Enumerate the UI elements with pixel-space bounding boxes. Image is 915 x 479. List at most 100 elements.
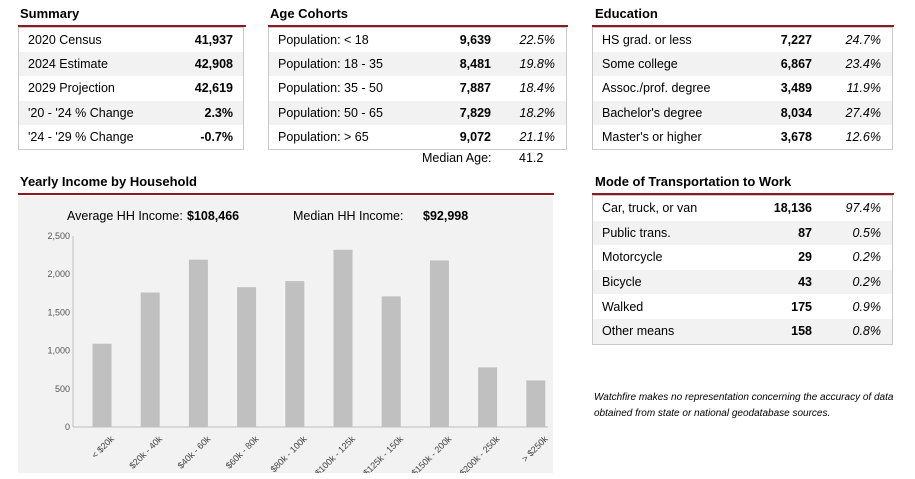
x-category-label: < $20k <box>90 434 117 461</box>
summary-row-value: 2.3% <box>204 105 234 120</box>
transport-row-percent: 0.8% <box>852 324 882 339</box>
x-category-label: $100k - 125k <box>313 434 357 473</box>
age-row-percent: 18.4% <box>519 81 555 96</box>
summary-row-value: 41,937 <box>194 33 233 48</box>
education-row-label: Master's or higher <box>602 129 702 144</box>
education-row-label: HS grad. or less <box>602 33 692 48</box>
income-bar-chart: 0 500 1,000 1,500 2,000 2,500 < $20k $20k - 40k… <box>47 231 550 473</box>
age-cohorts-table: Population: < 18 9,639 22.5% Population: 18… <box>268 27 567 150</box>
education-row: HS grad. or less 7,227 24.7% <box>593 28 892 52</box>
age-row-label: Population: 18 - 35 <box>278 57 383 72</box>
y-tick-label: 0 <box>65 422 70 432</box>
summary-table: 2020 Census 41,937 2024 Estimate 42,908 2029… <box>18 27 244 150</box>
summary-row-label: 2020 Census <box>28 33 102 48</box>
median-hh-income-label: Median HH Income: <box>293 209 404 223</box>
age-row-label: Population: 35 - 50 <box>278 81 383 96</box>
education-row: Some college 6,867 23.4% <box>593 52 892 77</box>
y-tick-label: 1,500 <box>47 307 70 317</box>
education-row-percent: 27.4% <box>845 105 881 120</box>
summary-row: '20 - '24 % Change 2.3% <box>19 100 243 125</box>
age-row-label: Population: 50 - 65 <box>278 105 383 120</box>
age-row-percent: 21.1% <box>519 129 555 144</box>
income-bar <box>333 249 353 427</box>
age-row: Population: 50 - 65 7,829 18.2% <box>269 100 566 125</box>
education-row-label: Assoc./prof. degree <box>602 81 711 96</box>
transport-row-label: Motorcycle <box>602 250 663 265</box>
income-rule <box>18 193 554 195</box>
summary-row-label: '20 - '24 % Change <box>28 105 134 120</box>
x-category-label: $80k - 100k <box>268 434 309 473</box>
summary-rule <box>18 25 246 27</box>
transport-row: Car, truck, or van 18,136 97.4% <box>593 196 892 221</box>
transport-row-label: Bicycle <box>602 275 642 290</box>
avg-hh-income-label: Average HH Income: <box>67 209 183 223</box>
transport-row: Motorcycle 29 0.2% <box>593 245 892 270</box>
education-row-value: 3,489 <box>780 81 812 96</box>
education-row-label: Some college <box>602 57 678 72</box>
summary-title: Summary <box>20 6 80 21</box>
transport-row: Other means 158 0.8% <box>593 318 892 344</box>
summary-row: '24 - '29 % Change -0.7% <box>19 125 243 149</box>
transport-row: Walked 175 0.9% <box>593 294 892 319</box>
education-row-percent: 11.9% <box>846 81 881 96</box>
transport-table: Car, truck, or van 18,136 97.4% Public tran… <box>592 195 893 345</box>
transport-row-value: 175 <box>791 299 812 314</box>
age-row-label: Population: < 18 <box>278 33 369 48</box>
x-category-label: $150k - 200k <box>409 434 453 473</box>
transport-row-percent: 0.5% <box>852 225 882 240</box>
age-row-percent: 22.5% <box>519 33 555 48</box>
x-category-label: $200k - 250k <box>458 434 502 473</box>
education-table: HS grad. or less 7,227 24.7% Some college 6,… <box>592 27 893 150</box>
y-tick-label: 1,000 <box>47 346 70 356</box>
transport-row-value: 87 <box>798 225 812 240</box>
education-row-value: 8,034 <box>780 105 812 120</box>
transport-rule <box>592 193 894 195</box>
age-row: Population: 18 - 35 8,481 19.8% <box>269 52 566 77</box>
transport-row-label: Walked <box>602 299 644 314</box>
age-row-value: 7,829 <box>459 105 491 120</box>
transport-row-value: 158 <box>791 324 812 339</box>
age-row-value: 9,072 <box>459 129 491 144</box>
transport-row-label: Public trans. <box>602 225 671 240</box>
age-row-label: Population: > 65 <box>278 129 369 144</box>
education-row-percent: 24.7% <box>845 33 881 48</box>
y-tick-label: 500 <box>55 384 70 394</box>
education-row-label: Bachelor's degree <box>602 105 703 120</box>
transport-row-label: Other means <box>602 324 675 339</box>
summary-row-label: 2024 Estimate <box>28 57 108 72</box>
x-category-label: $60k - 80k <box>224 434 261 471</box>
summary-row-label: '24 - '29 % Change <box>28 129 134 144</box>
age-row: Population: < 18 9,639 22.5% <box>269 28 566 52</box>
age-cohorts-rule <box>268 25 568 27</box>
avg-hh-income-value: $108,466 <box>187 209 240 223</box>
y-tick-label: 2,000 <box>47 269 70 279</box>
age-row-value: 8,481 <box>459 57 491 72</box>
transport-row: Public trans. 87 0.5% <box>593 220 892 246</box>
age-row: Population: 35 - 50 7,887 18.4% <box>269 76 566 100</box>
x-category-label: > $250k <box>520 434 550 464</box>
education-rule <box>592 25 894 27</box>
disclaimer-text: Watchfire makes no representation concer… <box>594 392 894 419</box>
median-age-label: Median Age: <box>422 151 492 165</box>
income-bar <box>381 296 401 427</box>
education-row-value: 3,678 <box>780 129 812 144</box>
transport-row-value: 29 <box>798 250 812 265</box>
summary-row: 2024 Estimate 42,908 <box>19 52 243 77</box>
median-hh-income-value: $92,998 <box>423 209 469 223</box>
income-title: Yearly Income by Household <box>20 174 197 189</box>
x-category-label: $125k - 150k <box>361 434 405 473</box>
education-row-percent: 23.4% <box>845 57 881 72</box>
summary-row-value: 42,908 <box>194 57 233 72</box>
summary-row-value: -0.7% <box>200 129 233 144</box>
age-row-percent: 18.2% <box>519 105 555 120</box>
education-row-percent: 12.6% <box>845 129 881 144</box>
transport-row-percent: 0.2% <box>852 275 882 290</box>
transport-row-value: 43 <box>798 275 812 290</box>
income-bar <box>478 367 498 427</box>
transport-row-value: 18,136 <box>773 201 812 216</box>
income-bar <box>92 343 112 427</box>
age-row: Population: > 65 9,072 21.1% <box>269 125 566 149</box>
median-age-value: 41.2 <box>519 151 544 165</box>
income-chart: Average HH Income: $108,466 Median HH In… <box>18 196 553 473</box>
income-bar <box>140 292 160 427</box>
